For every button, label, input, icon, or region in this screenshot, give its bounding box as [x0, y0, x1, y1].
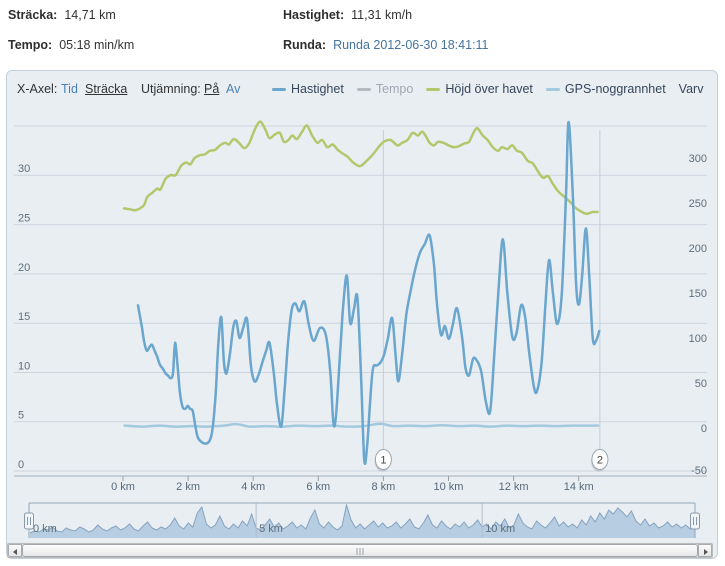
svg-text:12 km: 12 km: [499, 481, 529, 493]
svg-text:20: 20: [18, 262, 30, 274]
svg-text:5: 5: [18, 410, 24, 422]
scroll-right-button[interactable]: [698, 544, 712, 557]
left-axis-labels: 30 25 20 15 10 5 0: [18, 163, 30, 471]
scrollbar-thumb[interactable]: [22, 544, 698, 557]
svg-text:2: 2: [597, 455, 603, 467]
workout-detail-page: Sträcka:14,71 km Hastighet:11,31 km/h Te…: [0, 0, 725, 566]
svg-text:0 km: 0 km: [111, 481, 135, 493]
y-gridlines: [14, 126, 707, 471]
svg-text:10: 10: [18, 360, 30, 372]
elevation-line: [124, 122, 598, 214]
chart-scrollbar[interactable]: [7, 543, 713, 558]
svg-text:250: 250: [689, 198, 707, 210]
svg-text:0: 0: [18, 459, 24, 471]
scroll-left-button[interactable]: [8, 544, 22, 557]
svg-text:5 km: 5 km: [259, 523, 283, 535]
svg-text:10 km: 10 km: [485, 523, 515, 535]
navigator-right-handle[interactable]: [691, 513, 700, 529]
svg-text:0 km: 0 km: [33, 523, 57, 535]
svg-text:50: 50: [695, 378, 707, 390]
svg-text:100: 100: [689, 333, 707, 345]
thumb-grip-icon: [355, 548, 366, 555]
x-axis-labels: 0 km 2 km 4 km 6 km 8 km 10 km 12 km 14 km: [111, 481, 594, 493]
svg-text:25: 25: [18, 213, 30, 225]
svg-text:200: 200: [689, 243, 707, 255]
svg-text:2 km: 2 km: [176, 481, 200, 493]
lap-marker-2[interactable]: 2: [591, 450, 608, 472]
svg-text:-50: -50: [691, 465, 707, 477]
workout-chart: 302520151050300250200150100500-500 km2 k…: [0, 0, 725, 566]
svg-text:300: 300: [689, 153, 707, 165]
navigator-left-handle[interactable]: [25, 513, 34, 529]
lap-markers[interactable]: 1 2: [375, 450, 608, 472]
lap-marker-1[interactable]: 1: [375, 450, 392, 472]
left-arrow-icon: [13, 549, 17, 555]
right-axis-labels: 300 250 200 150 100 50 0 -50: [689, 153, 707, 477]
svg-text:0: 0: [701, 423, 707, 435]
svg-text:150: 150: [689, 288, 707, 300]
svg-text:10 km: 10 km: [434, 481, 464, 493]
svg-text:30: 30: [18, 163, 30, 175]
svg-text:4 km: 4 km: [241, 481, 265, 493]
svg-text:15: 15: [18, 311, 30, 323]
svg-text:6 km: 6 km: [306, 481, 330, 493]
speed-line: [138, 122, 599, 464]
right-arrow-icon: [704, 549, 708, 555]
svg-text:8 km: 8 km: [371, 481, 395, 493]
svg-text:1: 1: [380, 455, 386, 467]
svg-text:14 km: 14 km: [564, 481, 594, 493]
